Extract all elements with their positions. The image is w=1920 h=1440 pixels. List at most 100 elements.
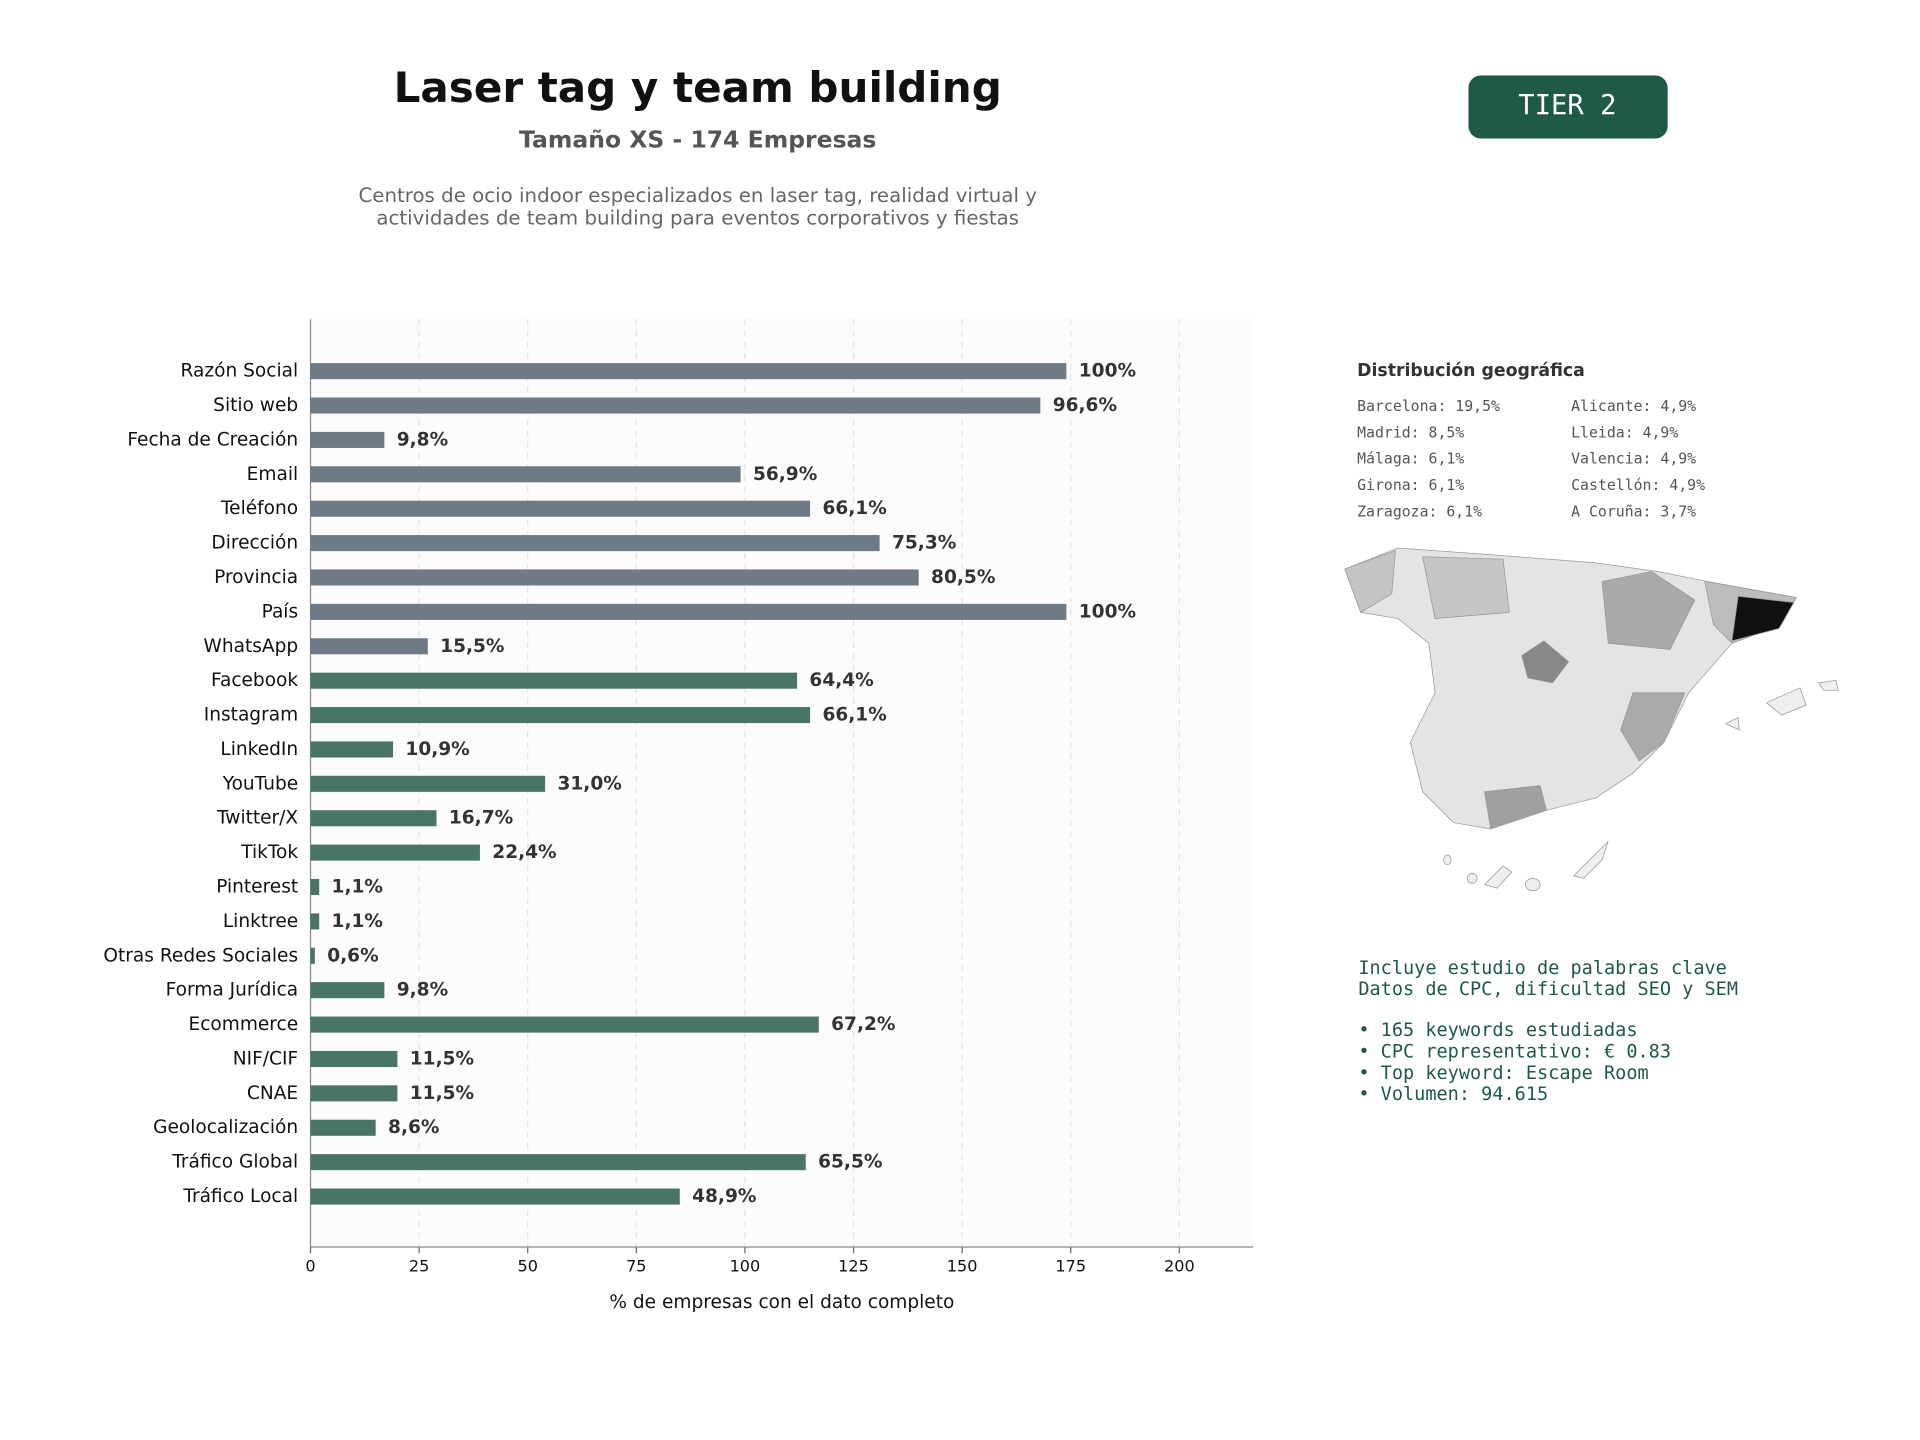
map-island	[1443, 854, 1452, 866]
y-tick-label: Provincia	[214, 567, 298, 588]
bar	[310, 947, 315, 964]
y-tick-label: LinkedIn	[220, 739, 298, 760]
value-label: 16,7%	[449, 808, 513, 829]
y-tick-label: Instagram	[204, 705, 298, 726]
y-tick-label: TikTok	[240, 842, 298, 863]
map-region	[1601, 571, 1696, 650]
value-label: 9,8%	[397, 980, 448, 1001]
y-tick-label: Forma Jurídica	[166, 980, 298, 1001]
description: Centros de ocio indoor especializados en…	[358, 184, 1037, 207]
y-tick-label: YouTube	[222, 773, 298, 794]
keywords-bullet: • CPC representativo: € 0.83	[1358, 1041, 1671, 1062]
geo-item: Barcelona: 19,5%	[1357, 398, 1500, 415]
map-island	[1724, 716, 1740, 731]
map-island	[1817, 679, 1839, 691]
map-region	[1484, 785, 1547, 830]
bar	[310, 707, 811, 724]
map-region	[1422, 556, 1510, 619]
bar	[310, 397, 1041, 414]
keywords-bullet: • Top keyword: Escape Room	[1358, 1063, 1648, 1084]
map-region	[1731, 595, 1795, 642]
value-label: 64,4%	[809, 670, 873, 691]
x-axis-label: % de empresas con el dato completo	[609, 1292, 954, 1313]
y-tick-label: Linktree	[223, 911, 298, 932]
badge	[1468, 75, 1668, 139]
value-label: 0,6%	[327, 945, 378, 966]
x-tick-label: 0	[305, 1256, 315, 1275]
bar	[310, 363, 1067, 380]
geo-item: Madrid: 8,5%	[1357, 424, 1464, 441]
y-tick-label: Fecha de Creación	[127, 429, 298, 450]
bar	[310, 1119, 376, 1136]
bar	[310, 603, 1067, 620]
value-label: 66,1%	[822, 705, 886, 726]
description: actividades de team building para evento…	[376, 206, 1019, 229]
x-tick-label: 50	[517, 1256, 537, 1275]
value-label: 75,3%	[892, 533, 956, 554]
y-tick-label: Razón Social	[181, 361, 299, 382]
y-tick-label: Tráfico Global	[171, 1152, 298, 1173]
value-label: 96,6%	[1053, 395, 1117, 416]
y-tick-label: Otras Redes Sociales	[103, 945, 298, 966]
keywords-line: Datos de CPC, dificultad SEO y SEM	[1358, 979, 1738, 1000]
map-region	[1344, 549, 1396, 613]
y-tick-label: Tráfico Local	[182, 1186, 298, 1207]
value-label: 9,8%	[397, 429, 448, 450]
y-tick-label: Ecommerce	[189, 1014, 299, 1035]
bar	[310, 500, 811, 517]
y-tick-label: Twitter/X	[216, 808, 298, 829]
bar	[310, 466, 741, 483]
bar	[310, 569, 919, 586]
geo-item: Lleida: 4,9%	[1571, 424, 1678, 441]
title: Laser tag y team building	[394, 63, 1002, 112]
map-island	[1466, 873, 1478, 884]
value-label: 1,1%	[332, 911, 383, 932]
y-tick-label: CNAE	[247, 1083, 298, 1104]
y-tick-label: Pinterest	[216, 877, 298, 898]
y-tick-label: Sitio web	[213, 395, 298, 416]
bar	[310, 1016, 819, 1033]
map	[1344, 547, 1839, 892]
y-tick-label: Facebook	[211, 670, 298, 691]
bar	[310, 1050, 398, 1068]
subtitle: Tamaño XS - 174 Empresas	[519, 126, 876, 154]
value-label: 67,2%	[831, 1014, 895, 1035]
bar	[310, 1154, 806, 1171]
x-tick-label: 125	[838, 1256, 869, 1275]
y-tick-label: País	[262, 601, 299, 622]
x-tick-label: 75	[626, 1256, 646, 1275]
value-label: 10,9%	[405, 739, 469, 760]
value-label: 8,6%	[388, 1117, 439, 1138]
bar	[310, 741, 394, 758]
geo-item: Alicante: 4,9%	[1571, 398, 1696, 415]
value-label: 65,5%	[818, 1152, 882, 1173]
bar	[310, 672, 798, 689]
bar	[310, 913, 320, 930]
bar	[310, 810, 437, 827]
x-tick-label: 150	[947, 1256, 978, 1275]
value-label: 31,0%	[557, 773, 621, 794]
y-tick-label: WhatsApp	[204, 636, 299, 657]
y-tick-label: NIF/CIF	[233, 1048, 298, 1069]
bar	[310, 431, 385, 448]
bar	[310, 638, 428, 655]
bar	[310, 982, 385, 999]
value-label: 15,5%	[440, 636, 504, 657]
map-island	[1483, 865, 1513, 889]
bar	[310, 878, 320, 896]
bar	[310, 1188, 680, 1205]
geo-item: A Coruña: 3,7%	[1571, 503, 1696, 520]
map-region	[1620, 692, 1686, 762]
x-tick-label: 100	[730, 1256, 761, 1275]
badge-label: TIER 2	[1518, 90, 1616, 121]
geo-item: Málaga: 6,1%	[1357, 451, 1464, 468]
value-label: 11,5%	[410, 1048, 474, 1069]
value-label: 22,4%	[492, 842, 556, 863]
value-label: 100%	[1079, 601, 1136, 622]
map-island	[1765, 687, 1807, 716]
bar	[310, 775, 546, 792]
value-label: 66,1%	[822, 498, 886, 519]
value-label: 100%	[1079, 361, 1136, 382]
value-label: 56,9%	[753, 464, 817, 485]
